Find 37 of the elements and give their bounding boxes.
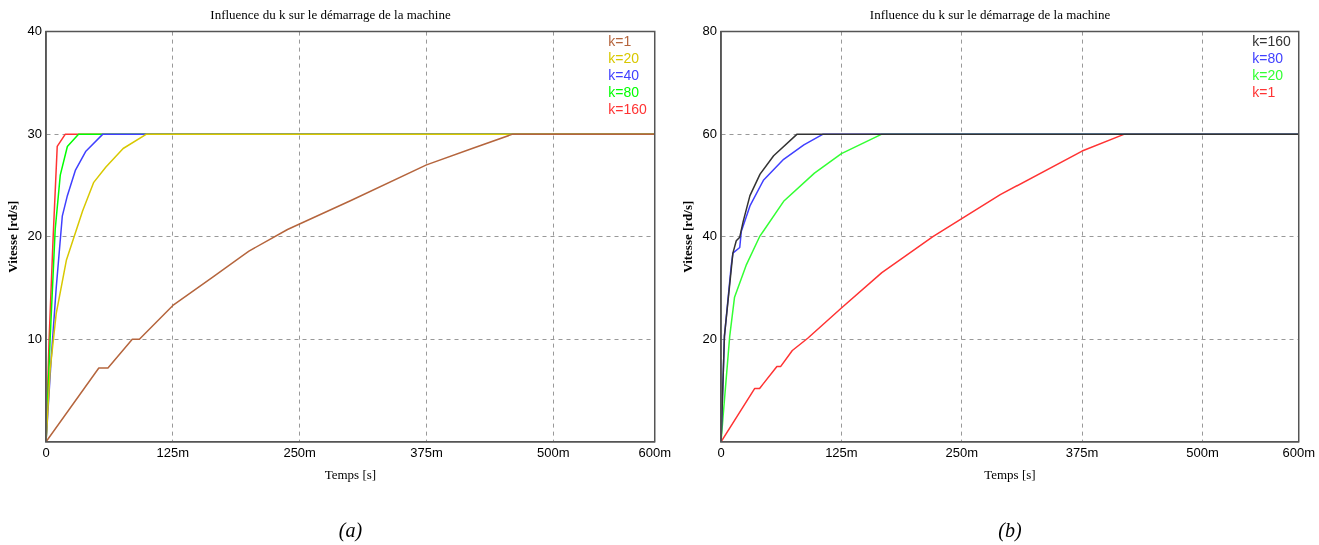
y-tick-label: 40 [27, 23, 43, 39]
x-tick-label: 0 [42, 445, 50, 461]
text: (b) [998, 519, 1022, 542]
y-tick-label: 60 [702, 125, 718, 141]
series-label: k=160 [608, 101, 647, 118]
y-axis-title: Vitesse [rd/s] [680, 200, 696, 273]
text: k=80 [1252, 50, 1284, 67]
y-tick-label: 30 [27, 125, 43, 141]
text: k=80 [608, 84, 640, 101]
y-tick-label: 10 [27, 330, 43, 346]
x-tick-label: 600m [638, 445, 672, 461]
y-tick-label: 80 [702, 23, 718, 39]
x-tick-label: 375m [1065, 445, 1099, 461]
chart-title: Influence du k sur le démarrage de la machine [869, 7, 1111, 23]
text: k=20 [608, 50, 640, 67]
text: k=160 [1252, 33, 1291, 50]
y-axis-title: Vitesse [rd/s] [5, 200, 21, 273]
x-tick-label: 250m [945, 445, 979, 461]
x-tick-label: 125m [156, 445, 190, 461]
text: k=1 [1252, 84, 1276, 101]
y-tick-label: 20 [27, 228, 43, 244]
x-tick-label: 600m [1282, 445, 1316, 461]
text: k=1 [608, 33, 632, 50]
text: (a) [338, 519, 363, 542]
text: k=40 [608, 67, 640, 84]
chart-title: Influence du k sur le démarrage de la machine [210, 7, 451, 23]
x-tick-label: 250m [283, 445, 316, 461]
text: k=20 [1252, 67, 1284, 84]
x-tick-label: 125m [825, 445, 858, 461]
x-axis-title: Temps [s] [984, 466, 1036, 482]
x-tick-label: 375m [410, 445, 443, 461]
x-axis-title: Temps [s] [324, 466, 377, 482]
y-tick-label: 20 [702, 330, 718, 346]
x-tick-label: 500m [1186, 445, 1219, 461]
x-tick-label: 500m [537, 445, 570, 461]
y-tick-label: 40 [702, 228, 718, 244]
x-tick-label: 0 [717, 445, 725, 461]
